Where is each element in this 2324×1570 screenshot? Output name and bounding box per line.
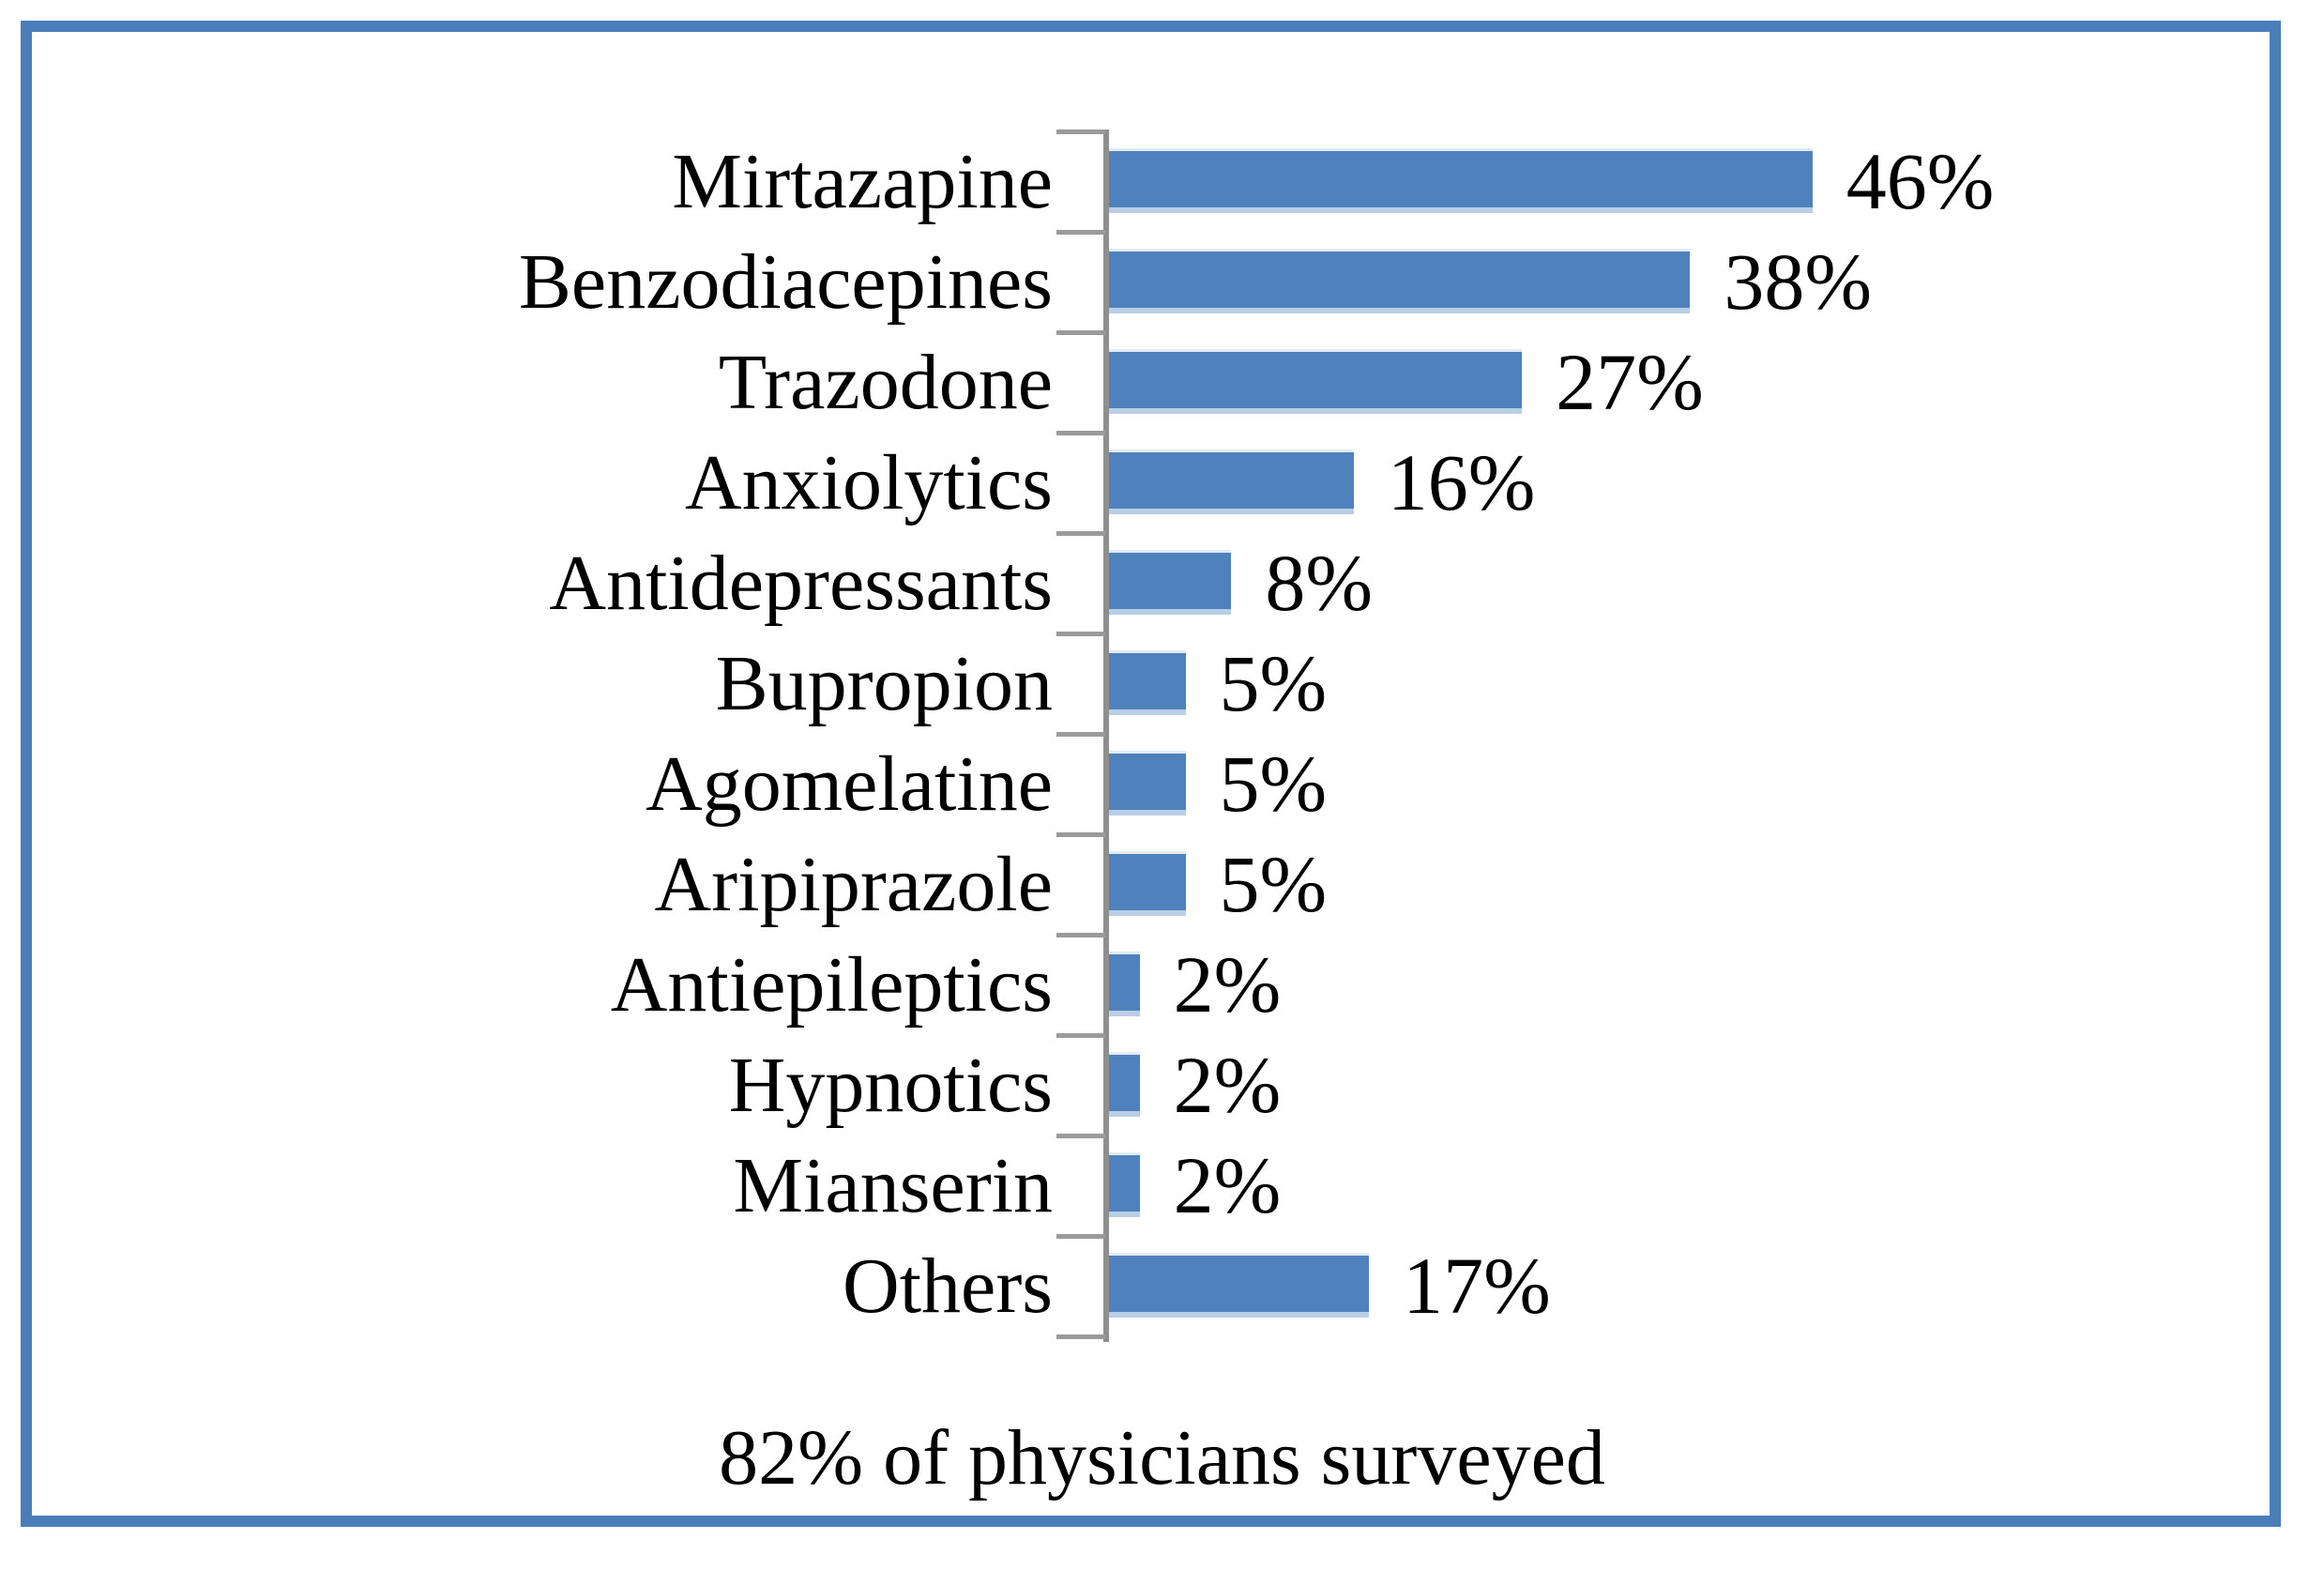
value-label: 5% [1219, 638, 1328, 728]
value-label: 2% [1173, 1040, 1282, 1130]
tick-mark [1056, 230, 1105, 235]
category-label: Antidepressants [549, 540, 1053, 627]
category-label: Aripiprazole [654, 841, 1053, 928]
category-label: Antiepileptics [610, 941, 1053, 1029]
value-label: 5% [1219, 839, 1328, 929]
bar [1109, 550, 1232, 615]
category-label: Hypnotics [728, 1042, 1053, 1129]
chart-row: Benzodiacepines 38% [0, 232, 2324, 332]
chart-row: Aripiprazole 5% [0, 834, 2324, 935]
bar [1109, 952, 1140, 1016]
bar [1109, 1052, 1140, 1117]
bar [1109, 650, 1186, 715]
value-label: 2% [1173, 1140, 1282, 1230]
bar [1109, 249, 1691, 313]
chart-row: Bupropion 5% [0, 633, 2324, 734]
bar [1109, 450, 1354, 514]
tick-mark [1056, 933, 1105, 937]
tick-mark [1056, 130, 1105, 134]
chart-row: Antiepileptics 2% [0, 935, 2324, 1035]
category-label: Anxiolytics [685, 439, 1053, 526]
category-label: Bupropion [715, 640, 1053, 727]
chart-row: Hypnotics 2% [0, 1035, 2324, 1136]
tick-mark [1056, 732, 1105, 737]
tick-mark [1056, 431, 1105, 435]
chart-frame [21, 21, 2281, 1527]
category-axis-line [1103, 130, 1109, 1342]
value-label: 38% [1724, 236, 1873, 327]
bar [1109, 148, 1813, 213]
category-label: Mianserin [733, 1142, 1053, 1229]
value-label: 2% [1173, 939, 1282, 1029]
value-label: 17% [1403, 1241, 1551, 1331]
tick-mark [1056, 632, 1105, 636]
bar [1109, 851, 1186, 916]
chart-row: Trazodone 27% [0, 332, 2324, 433]
chart-row: Agomelatine 5% [0, 734, 2324, 834]
chart-row: Mirtazapine 46% [0, 131, 2324, 232]
bar [1109, 349, 1523, 414]
chart-row: Mianserin 2% [0, 1136, 2324, 1236]
tick-mark [1056, 330, 1105, 335]
value-label: 46% [1846, 136, 1995, 226]
category-label: Others [843, 1242, 1053, 1330]
category-label: Mirtazapine [672, 138, 1053, 225]
chart-row: Antidepressants 8% [0, 533, 2324, 633]
tick-mark [1056, 1033, 1105, 1038]
category-label: Agomelatine [646, 740, 1053, 828]
category-label: Trazodone [718, 339, 1053, 426]
category-label: Benzodiacepines [518, 238, 1053, 326]
tick-mark [1056, 1134, 1105, 1138]
bar [1109, 1253, 1370, 1318]
chart-caption: 82% of physicians surveyed [719, 1414, 1605, 1501]
chart-row: Anxiolytics 16% [0, 433, 2324, 533]
bar [1109, 1152, 1140, 1217]
value-label: 5% [1219, 739, 1328, 829]
tick-mark [1056, 1234, 1105, 1239]
value-label: 16% [1387, 437, 1536, 527]
tick-mark [1056, 531, 1105, 536]
value-label: 27% [1556, 337, 1704, 427]
tick-mark [1056, 832, 1105, 837]
bar [1109, 751, 1186, 815]
chart-row: Others 17% [0, 1236, 2324, 1336]
value-label: 8% [1265, 538, 1374, 628]
tick-mark [1056, 1334, 1105, 1339]
